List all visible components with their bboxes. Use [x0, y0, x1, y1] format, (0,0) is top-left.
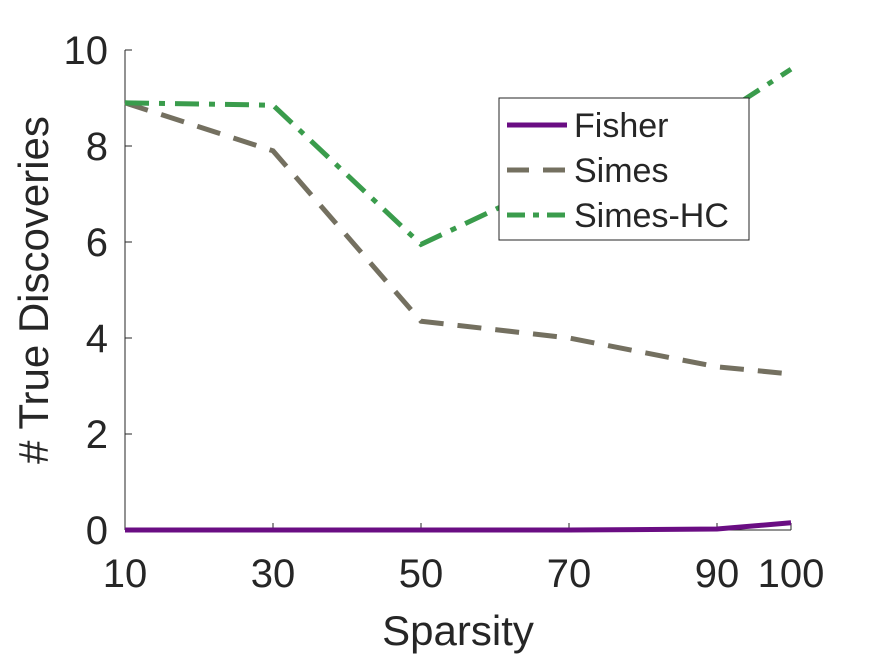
- y-axis-label: # True Discoveries: [10, 116, 57, 464]
- legend-label-simes-hc: Simes-HC: [574, 197, 729, 235]
- y-tick-label: 10: [64, 29, 109, 73]
- x-tick-label: 100: [758, 552, 825, 596]
- series-line-fisher: [125, 520, 792, 533]
- x-tick-label: 30: [251, 552, 296, 596]
- series-line-simes: [124, 100, 792, 377]
- x-tick-label: 90: [695, 552, 740, 596]
- axes: 10 30 50 70 90 100 0 2 4 6 8 10: [64, 29, 825, 596]
- x-tick-label: 10: [103, 552, 148, 596]
- x-tick-label: 70: [547, 552, 592, 596]
- y-tick-label: 4: [86, 317, 108, 361]
- x-axis-label: Sparsity: [382, 607, 534, 654]
- y-tick-label: 0: [86, 509, 108, 553]
- legend-label-simes: Simes: [574, 152, 668, 190]
- legend: Fisher Simes Simes-HC: [498, 97, 750, 241]
- y-tick-label: 2: [86, 413, 108, 457]
- y-tick-label: 6: [86, 221, 108, 265]
- y-tick-label: 8: [86, 125, 108, 169]
- legend-label-fisher: Fisher: [574, 107, 668, 145]
- x-tick-label: 50: [399, 552, 444, 596]
- legend-box: [498, 97, 750, 241]
